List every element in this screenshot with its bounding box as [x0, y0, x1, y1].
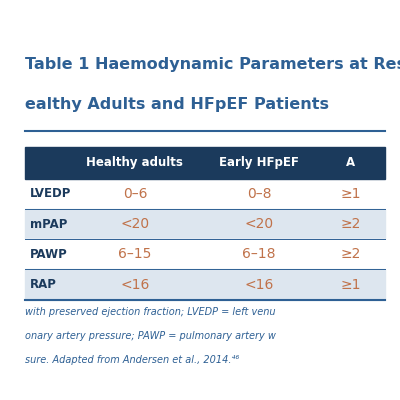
FancyBboxPatch shape	[25, 239, 385, 270]
Text: 0–6: 0–6	[123, 187, 147, 201]
Text: A: A	[346, 156, 355, 169]
Text: <20: <20	[244, 217, 274, 231]
Text: <16: <16	[244, 278, 274, 292]
Text: sure. Adapted from Andersen et al., 2014.⁴⁶: sure. Adapted from Andersen et al., 2014…	[25, 355, 240, 365]
Text: with preserved ejection fraction; LVEDP = left venu: with preserved ejection fraction; LVEDP …	[25, 307, 276, 317]
Text: 0–8: 0–8	[247, 187, 271, 201]
Text: Table 1 Haemodynamic Parameters at Rest in H: Table 1 Haemodynamic Parameters at Rest …	[25, 57, 400, 72]
Text: 6–15: 6–15	[118, 247, 152, 261]
FancyBboxPatch shape	[25, 209, 385, 239]
Text: mPAP: mPAP	[30, 218, 67, 231]
Text: ≥1: ≥1	[340, 278, 361, 292]
Text: PAWP: PAWP	[30, 248, 68, 261]
Text: 6–18: 6–18	[242, 247, 276, 261]
Text: <20: <20	[120, 217, 150, 231]
Text: ≥2: ≥2	[340, 247, 361, 261]
Text: Early HFpEF: Early HFpEF	[219, 156, 299, 169]
FancyBboxPatch shape	[25, 146, 385, 179]
Text: RAP: RAP	[30, 278, 57, 291]
Text: ealthy Adults and HFpEF Patients: ealthy Adults and HFpEF Patients	[25, 97, 329, 112]
Text: Healthy adults: Healthy adults	[86, 156, 183, 169]
Text: ≥2: ≥2	[340, 217, 361, 231]
FancyBboxPatch shape	[25, 270, 385, 300]
Text: <16: <16	[120, 278, 150, 292]
FancyBboxPatch shape	[25, 179, 385, 209]
Text: ≥1: ≥1	[340, 187, 361, 201]
Text: LVEDP: LVEDP	[30, 188, 71, 200]
Text: onary artery pressure; PAWP = pulmonary artery w: onary artery pressure; PAWP = pulmonary …	[25, 331, 276, 341]
